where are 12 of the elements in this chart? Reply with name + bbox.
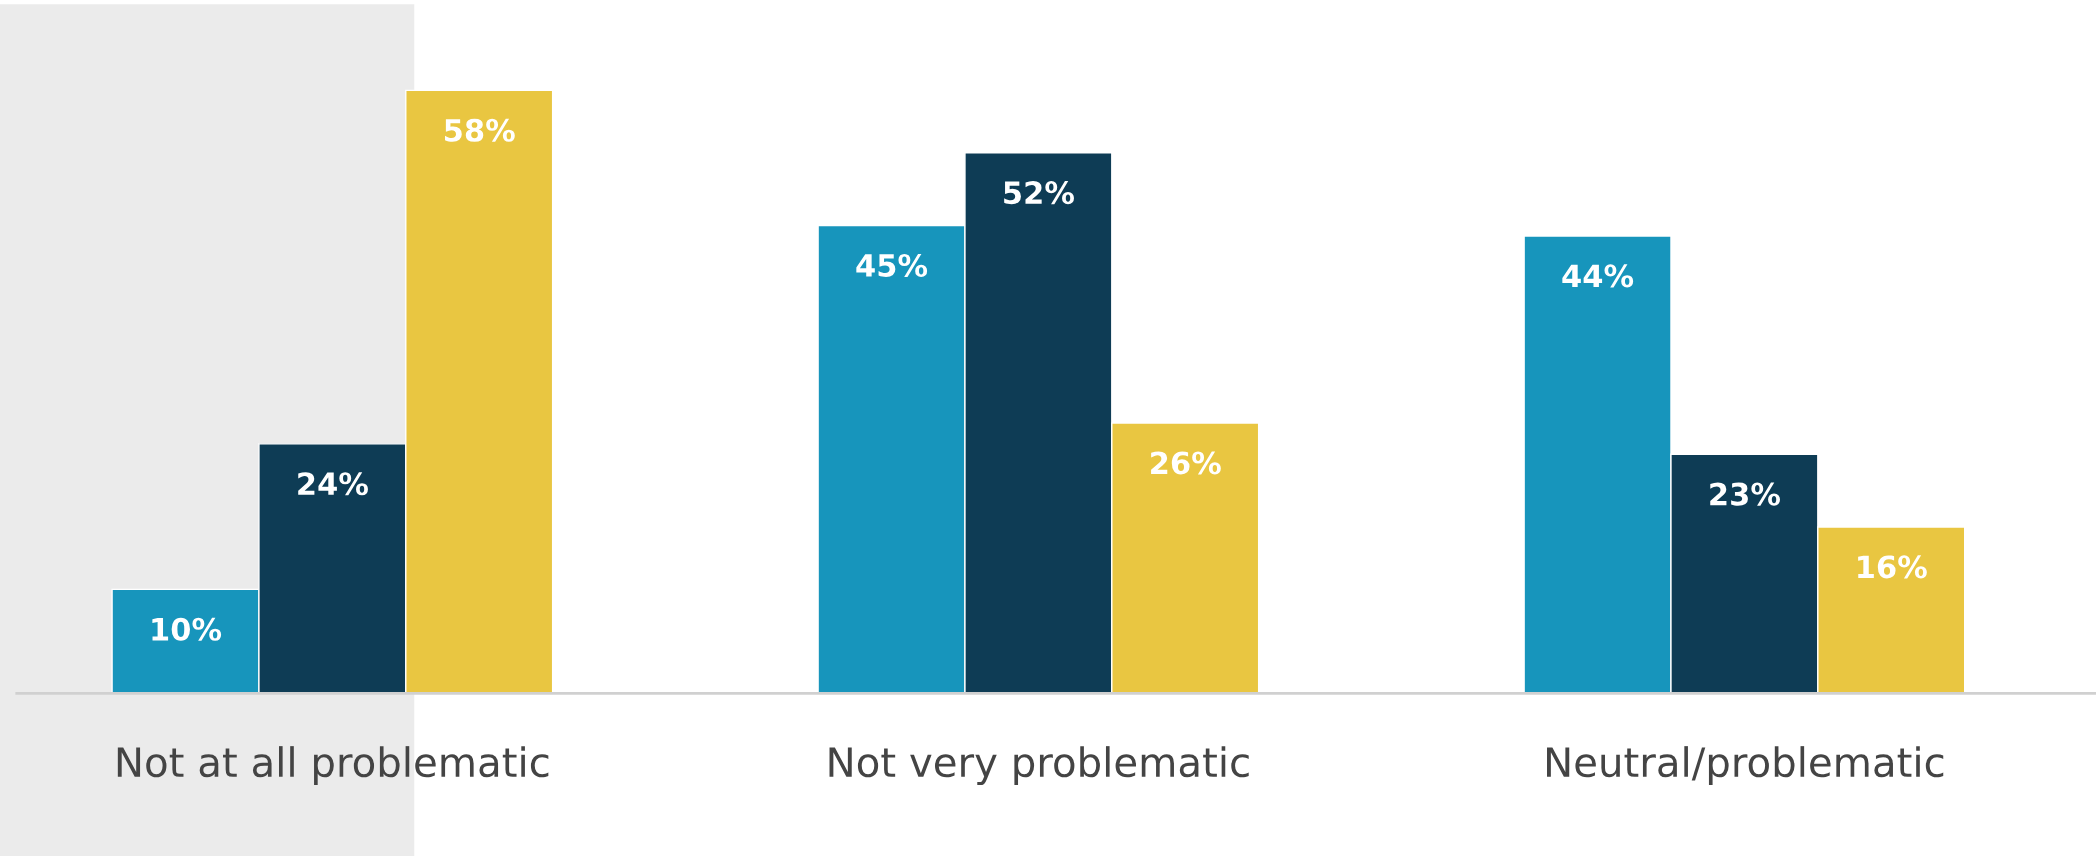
data-label: 10% <box>152 617 222 641</box>
data-label: 52% <box>1004 181 1074 205</box>
data-label: 23% <box>1710 482 1780 506</box>
data-label: 16% <box>1858 555 1927 579</box>
data-label: 26% <box>1151 451 1221 475</box>
x-tick-label: Not at all problematic <box>117 746 549 786</box>
data-label: 58% <box>445 118 515 142</box>
data-label: 45% <box>856 253 928 277</box>
data-label: 44% <box>1562 264 1634 288</box>
x-tick-label: Not very problematic <box>829 746 1249 786</box>
data-label: 24% <box>298 472 368 496</box>
x-tick-label: Neutral/problematic <box>1547 746 1944 786</box>
